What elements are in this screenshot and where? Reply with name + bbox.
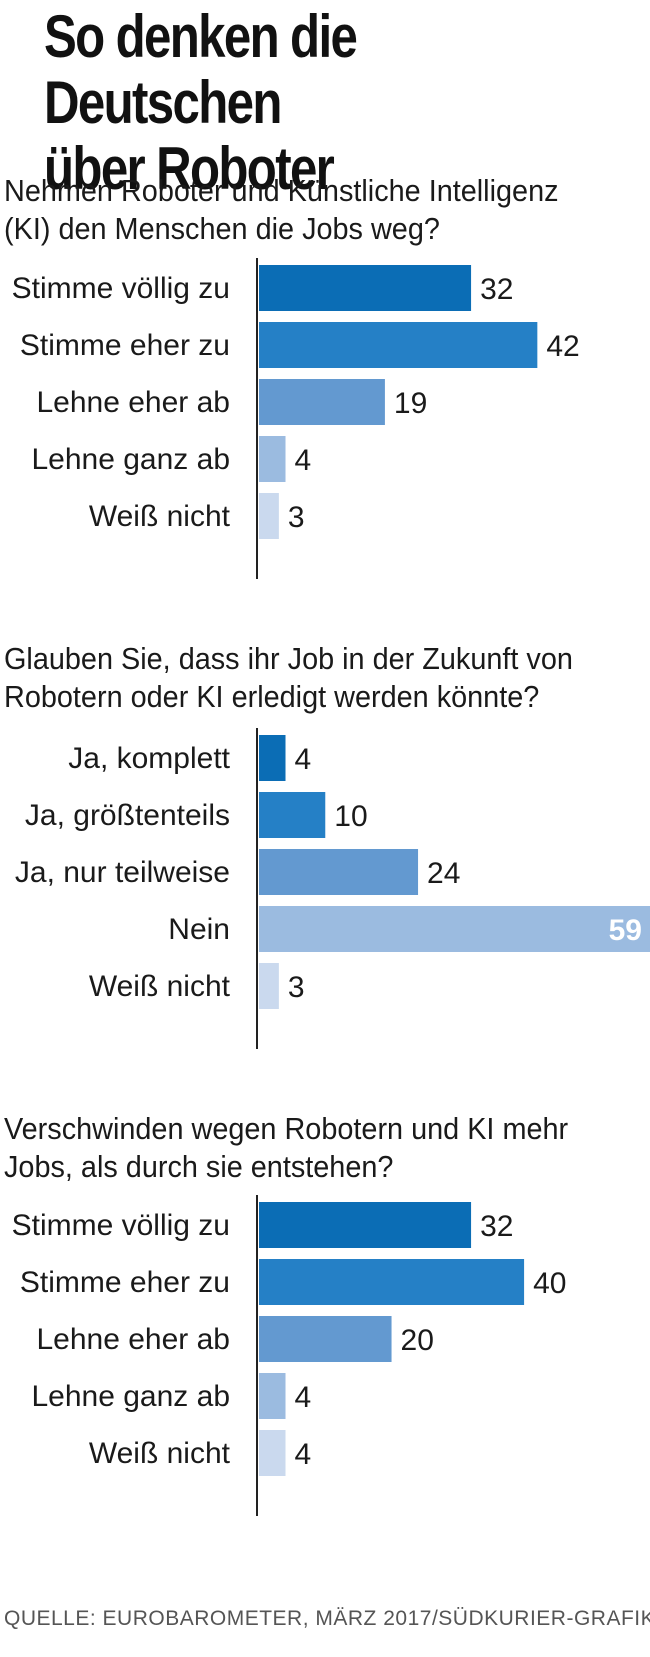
question-1-line-2: (KI) den Menschen die Jobs weg? bbox=[4, 211, 440, 246]
category-label: Stimme völlig zu bbox=[12, 1209, 230, 1242]
bar bbox=[259, 436, 286, 482]
value-label: 3 bbox=[288, 971, 305, 1004]
category-label: Lehne eher ab bbox=[36, 386, 230, 419]
value-label: 4 bbox=[295, 1438, 312, 1471]
bar bbox=[259, 1430, 286, 1476]
bar bbox=[259, 1259, 525, 1305]
bar bbox=[259, 849, 419, 895]
value-label: 4 bbox=[295, 743, 312, 776]
bar bbox=[259, 322, 538, 368]
page-title: So denken die Deutschen über Roboter bbox=[44, 4, 541, 202]
value-label: 42 bbox=[546, 330, 579, 363]
value-label: 24 bbox=[427, 857, 460, 890]
category-label: Weiß nicht bbox=[89, 970, 231, 1003]
source-credit: QUELLE: EUROBAROMETER, MÄRZ 2017/SÜDKURI… bbox=[4, 1607, 650, 1630]
category-label: Stimme völlig zu bbox=[12, 272, 230, 305]
chart-job-zukunft: Ja, komplett 4 Ja, größtenteils 10 Ja, nur t… bbox=[15, 728, 650, 1049]
category-label: Ja, größtenteils bbox=[25, 799, 230, 832]
value-label: 40 bbox=[533, 1267, 566, 1300]
bar bbox=[259, 1373, 286, 1419]
question-3-line-2: Jobs, als durch sie entstehen? bbox=[4, 1149, 394, 1184]
bar bbox=[259, 1316, 392, 1362]
chart-jobs-weg: Stimme völlig zu 32 Stimme eher zu 42 Lehne … bbox=[12, 258, 580, 579]
question-1-line-1: Nehmen Roboter und Künstliche Intelligen… bbox=[4, 173, 559, 208]
question-2: Glauben Sie, dass ihr Job in der Zukunft… bbox=[4, 640, 573, 716]
question-2-line-2: Robotern oder KI erledigt werden könnte? bbox=[4, 679, 540, 714]
title-line-2: über Roboter bbox=[44, 135, 335, 202]
value-label: 20 bbox=[401, 1324, 434, 1357]
question-1: Nehmen Roboter und Künstliche Intelligen… bbox=[4, 172, 559, 248]
category-label: Stimme eher zu bbox=[20, 329, 230, 362]
value-label: 10 bbox=[334, 800, 367, 833]
value-label: 4 bbox=[295, 444, 312, 477]
question-3: Verschwinden wegen Robotern und KI mehr … bbox=[4, 1110, 568, 1186]
question-3-line-1: Verschwinden wegen Robotern und KI mehr bbox=[4, 1111, 569, 1146]
value-label: 3 bbox=[288, 501, 305, 534]
bar bbox=[259, 379, 385, 425]
category-label: Stimme eher zu bbox=[20, 1266, 230, 1299]
category-label: Lehne eher ab bbox=[36, 1323, 230, 1356]
question-2-line-1: Glauben Sie, dass ihr Job in der Zukunft… bbox=[4, 641, 573, 676]
category-label: Lehne ganz ab bbox=[31, 1380, 230, 1413]
category-label: Ja, nur teilweise bbox=[15, 856, 230, 889]
value-label: 4 bbox=[295, 1381, 312, 1414]
category-label: Ja, komplett bbox=[68, 742, 230, 775]
value-label: 32 bbox=[480, 1210, 513, 1243]
category-label: Lehne ganz ab bbox=[31, 443, 230, 476]
bar bbox=[259, 1202, 472, 1248]
category-label: Weiß nicht bbox=[89, 500, 231, 533]
chart-mehr-jobs-verschwinden: Stimme völlig zu 32 Stimme eher zu 40 Lehne … bbox=[12, 1195, 566, 1516]
title-line-1: So denken die Deutschen bbox=[44, 3, 358, 136]
bar bbox=[259, 493, 279, 539]
value-label: 32 bbox=[480, 273, 513, 306]
category-label: Weiß nicht bbox=[89, 1437, 231, 1470]
bar bbox=[259, 906, 650, 952]
value-label: 59 bbox=[609, 914, 642, 947]
bar bbox=[259, 792, 326, 838]
value-label: 19 bbox=[394, 387, 427, 420]
bar bbox=[259, 735, 286, 781]
bar bbox=[259, 963, 279, 1009]
bar bbox=[259, 265, 472, 311]
category-label: Nein bbox=[168, 913, 230, 946]
